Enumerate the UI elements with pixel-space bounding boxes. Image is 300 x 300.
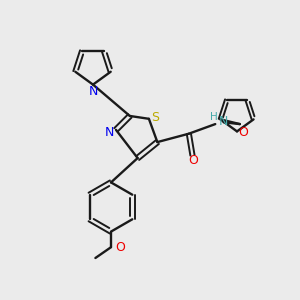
- Text: N: N: [89, 85, 99, 98]
- Text: O: O: [238, 126, 248, 140]
- Text: S: S: [152, 111, 160, 124]
- Text: N: N: [218, 115, 228, 128]
- Text: N: N: [105, 126, 114, 139]
- Text: O: O: [116, 241, 125, 254]
- Text: O: O: [188, 154, 198, 167]
- Text: H: H: [210, 112, 218, 122]
